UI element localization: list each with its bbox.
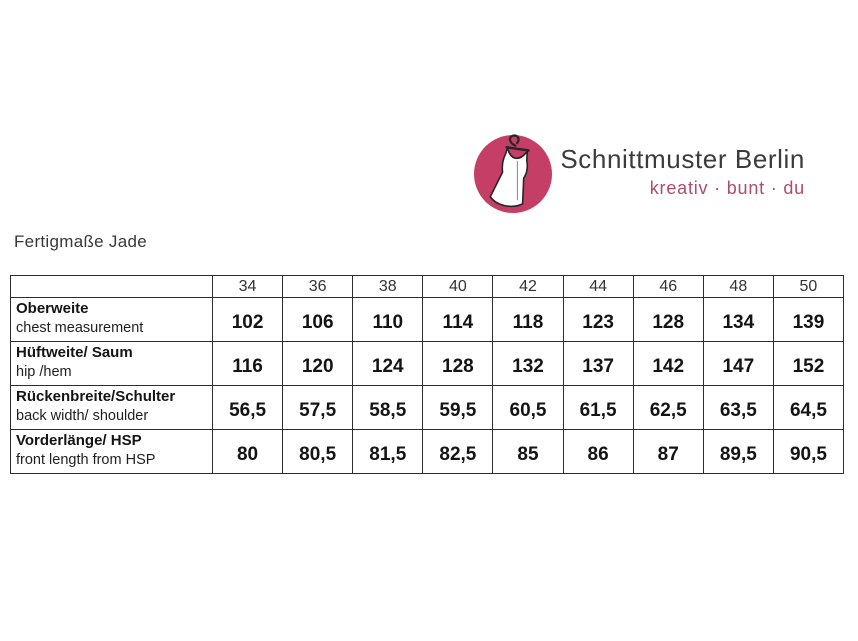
measurement-value: 61,5 [562,385,634,430]
measurement-value: 142 [632,341,704,386]
measurement-value: 124 [352,341,424,386]
table-row: Rückenbreite/Schulter back width/ shoulde… [10,385,845,430]
measurement-value: 81,5 [352,429,424,474]
measurement-value: 123 [562,297,634,342]
measurement-value: 86 [562,429,634,474]
measurement-value: 110 [352,297,424,342]
size-header-38: 38 [352,275,424,298]
measurement-value: 137 [562,341,634,386]
measurement-value: 128 [422,341,494,386]
measurement-label: Oberweite chest measurement [10,297,213,342]
brand-tagline: kreativ · bunt · du [649,178,805,198]
measurement-label-de: Hüftweite/ Saum [16,344,133,361]
measurement-label-en: front length from HSP [16,452,156,468]
measurement-value: 114 [422,297,494,342]
measurement-value: 59,5 [422,385,494,430]
measurement-value: 87 [632,429,704,474]
measurement-label-de: Oberweite [16,300,89,317]
size-header-50: 50 [772,275,845,298]
measurement-value: 134 [702,297,774,342]
size-header-row: 34 36 38 40 42 44 46 48 50 [10,275,845,298]
brand-text-block: Schnittmuster Berlin kreativ · bunt · du [560,145,805,198]
size-table: 34 36 38 40 42 44 46 48 50 Oberweite chest measur… [10,275,845,474]
measurement-label-en: hip /hem [16,364,72,380]
size-header-46: 46 [632,275,704,298]
measurement-label: Hüftweite/ Saum hip /hem [10,341,213,386]
measurement-label-de: Vorderlänge/ HSP [16,432,142,449]
table-row: Vorderlänge/ HSP front length from HSP 80 8… [10,429,845,474]
measurement-value: 57,5 [282,385,354,430]
measurement-value: 139 [772,297,845,342]
dress-on-hanger-icon [473,134,553,218]
measurement-label-en: back width/ shoulder [16,408,149,424]
measurement-value: 128 [632,297,704,342]
measurement-value: 85 [492,429,564,474]
measurement-value: 58,5 [352,385,424,430]
measurement-value: 147 [702,341,774,386]
measurement-label-en: chest measurement [16,320,144,336]
table-row: Hüftweite/ Saum hip /hem 116 120 124 128 132 13… [10,341,845,386]
measurement-value: 118 [492,297,564,342]
measurement-value: 106 [282,297,354,342]
size-header-36: 36 [282,275,354,298]
measurement-value: 90,5 [772,429,845,474]
measurement-value: 132 [492,341,564,386]
measurement-value: 56,5 [211,385,284,430]
measurement-label: Rückenbreite/Schulter back width/ shoulde… [10,385,213,430]
measurement-value: 60,5 [492,385,564,430]
measurement-value: 82,5 [422,429,494,474]
size-header-48: 48 [702,275,774,298]
size-table-body: Oberweite chest measurement 102 106 110 114 11… [10,297,845,474]
page-title: Fertigmaße Jade [14,232,147,251]
measurement-label-de: Rückenbreite/Schulter [16,388,176,405]
measurement-value: 89,5 [702,429,774,474]
size-header-42: 42 [492,275,564,298]
measurement-value: 62,5 [632,385,704,430]
corner-cell [10,275,213,298]
table-row: Oberweite chest measurement 102 106 110 114 11… [10,297,845,342]
brand-logo [473,134,553,214]
measurement-value: 116 [211,341,284,386]
measurement-value: 80,5 [282,429,354,474]
measurement-value: 64,5 [772,385,845,430]
measurement-value: 63,5 [702,385,774,430]
measurement-value: 80 [211,429,284,474]
measurement-label: Vorderlänge/ HSP front length from HSP [10,429,213,474]
measurement-value: 102 [211,297,284,342]
size-header-40: 40 [422,275,494,298]
brand-name: Schnittmuster Berlin [560,144,805,174]
size-header-44: 44 [562,275,634,298]
size-table-head: 34 36 38 40 42 44 46 48 50 [10,275,845,298]
measurement-value: 120 [282,341,354,386]
size-header-34: 34 [211,275,284,298]
measurement-value: 152 [772,341,845,386]
